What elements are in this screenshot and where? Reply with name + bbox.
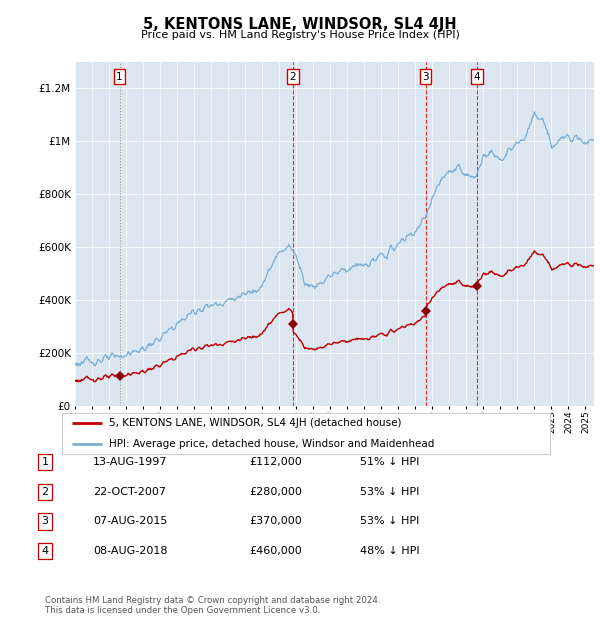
Text: 4: 4 bbox=[473, 71, 480, 82]
Text: 53% ↓ HPI: 53% ↓ HPI bbox=[360, 516, 419, 526]
Text: £460,000: £460,000 bbox=[249, 546, 302, 556]
Text: £370,000: £370,000 bbox=[249, 516, 302, 526]
Text: 53% ↓ HPI: 53% ↓ HPI bbox=[360, 487, 419, 497]
Text: 2: 2 bbox=[290, 71, 296, 82]
Text: 07-AUG-2015: 07-AUG-2015 bbox=[93, 516, 167, 526]
Text: Price paid vs. HM Land Registry's House Price Index (HPI): Price paid vs. HM Land Registry's House … bbox=[140, 30, 460, 40]
Text: 2: 2 bbox=[41, 487, 49, 497]
FancyBboxPatch shape bbox=[62, 413, 550, 454]
Text: 08-AUG-2018: 08-AUG-2018 bbox=[93, 546, 167, 556]
Text: 48% ↓ HPI: 48% ↓ HPI bbox=[360, 546, 419, 556]
Text: £280,000: £280,000 bbox=[249, 487, 302, 497]
Text: 3: 3 bbox=[41, 516, 49, 526]
Text: 5, KENTONS LANE, WINDSOR, SL4 4JH (detached house): 5, KENTONS LANE, WINDSOR, SL4 4JH (detac… bbox=[109, 418, 402, 428]
Text: £112,000: £112,000 bbox=[249, 457, 302, 467]
Text: 3: 3 bbox=[422, 71, 429, 82]
Text: 5, KENTONS LANE, WINDSOR, SL4 4JH: 5, KENTONS LANE, WINDSOR, SL4 4JH bbox=[143, 17, 457, 32]
Text: 22-OCT-2007: 22-OCT-2007 bbox=[93, 487, 166, 497]
Text: 1: 1 bbox=[116, 71, 123, 82]
Text: Contains HM Land Registry data © Crown copyright and database right 2024.
This d: Contains HM Land Registry data © Crown c… bbox=[45, 596, 380, 615]
Text: 51% ↓ HPI: 51% ↓ HPI bbox=[360, 457, 419, 467]
Text: 1: 1 bbox=[41, 457, 49, 467]
Text: HPI: Average price, detached house, Windsor and Maidenhead: HPI: Average price, detached house, Wind… bbox=[109, 439, 434, 449]
Text: 4: 4 bbox=[41, 546, 49, 556]
Text: 13-AUG-1997: 13-AUG-1997 bbox=[93, 457, 167, 467]
